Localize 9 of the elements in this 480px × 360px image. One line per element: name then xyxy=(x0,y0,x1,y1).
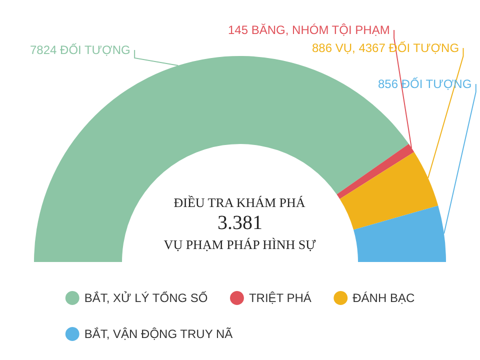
legend-label: ĐÁNH BẠC xyxy=(352,291,415,305)
text: ĐIỀU TRA KHÁM PHÁ xyxy=(174,195,306,210)
legend-label: BẮT, XỬ LÝ TỔNG SỐ xyxy=(84,291,208,305)
text: 3.381 xyxy=(218,212,262,234)
data-label: 7824 ĐỐI TƯỢNG xyxy=(30,43,130,57)
data-label: 145 BĂNG, NHÓM TỘI PHẠM xyxy=(228,23,390,37)
legend-label: TRIỆT PHÁ xyxy=(248,291,312,305)
text: VỤ PHẠM PHÁP HÌNH SỰ xyxy=(164,237,317,252)
legend-label: BẮT, VẬN ĐỘNG TRUY NÃ xyxy=(84,327,233,341)
